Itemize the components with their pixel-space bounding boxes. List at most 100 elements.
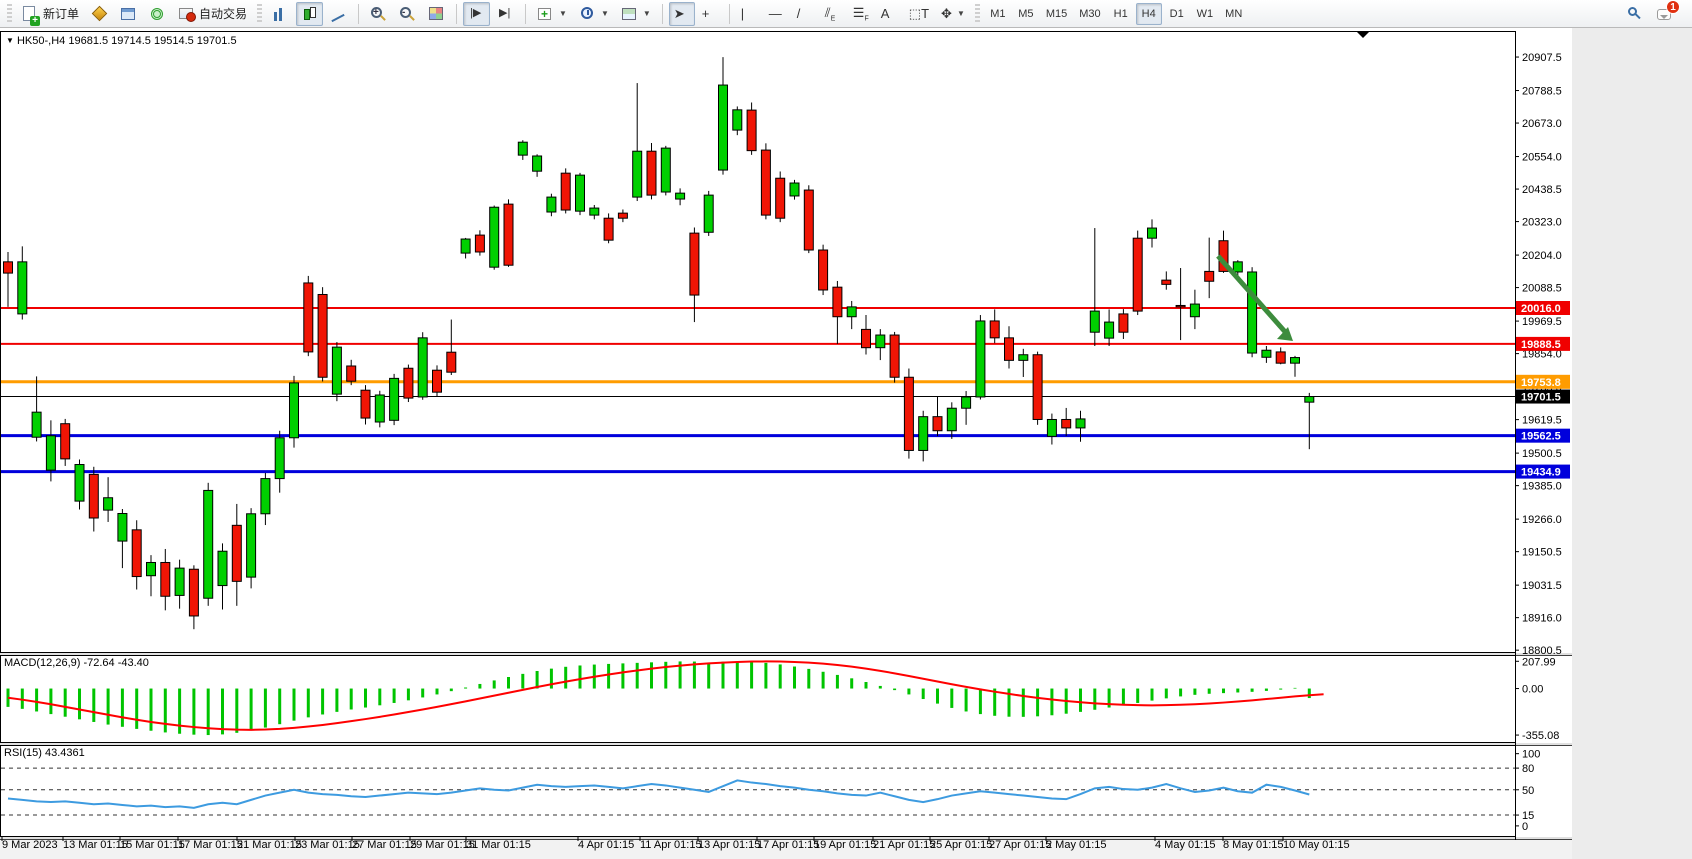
candle[interactable] [389,377,400,421]
channel-button[interactable]: ⫽E [820,2,846,26]
annotation-arrow[interactable] [1216,254,1289,336]
candle[interactable] [3,261,13,274]
candle[interactable] [1089,310,1100,333]
candle[interactable] [446,351,457,373]
pane-splitter[interactable] [0,653,1572,655]
candle[interactable] [775,177,786,219]
candle[interactable] [174,567,185,596]
timeframe-m1[interactable]: M1 [990,7,1006,20]
window-button[interactable] [115,2,142,26]
candle[interactable] [946,407,957,432]
search-button[interactable] [1622,2,1649,26]
periods-button[interactable]: ▼ [574,2,614,26]
candle[interactable] [88,473,99,519]
candle[interactable] [961,396,972,409]
candle[interactable] [532,155,543,172]
candle[interactable] [818,249,829,291]
candle[interactable] [246,513,257,578]
candle[interactable] [1261,349,1272,358]
candle[interactable] [760,149,771,216]
candle[interactable] [903,376,914,451]
candle[interactable] [1304,396,1315,403]
line-chart-button[interactable] [325,2,352,26]
candle[interactable] [131,529,142,578]
candle[interactable] [1290,357,1300,364]
timeframe-m15[interactable]: M15 [1045,7,1068,20]
gold-diamond-button[interactable] [86,2,113,26]
candle[interactable] [45,435,56,471]
candle[interactable] [117,512,128,542]
macd-scale[interactable]: 207.99 0.00 -355.08 [1515,656,1559,742]
candle[interactable] [60,423,71,460]
candle[interactable] [861,328,871,349]
time-axis-background[interactable] [0,840,1572,859]
candle[interactable] [1032,354,1043,420]
candles[interactable] [3,57,1315,630]
candle[interactable] [217,550,228,587]
candle[interactable] [975,320,986,398]
candle[interactable] [1161,279,1172,285]
candle[interactable] [1132,237,1143,312]
rsi-scale[interactable]: 100 80 50 150 [1515,749,1540,833]
candle[interactable] [617,212,628,219]
candle[interactable] [303,282,314,353]
candle[interactable] [889,334,900,378]
new-order-button[interactable]: 新订单 [17,2,84,26]
candle[interactable] [417,337,428,398]
candle[interactable] [274,437,285,480]
candle[interactable] [17,261,28,315]
notifications-button[interactable]: 1 [1651,0,1680,26]
candle[interactable] [575,174,585,212]
timeframe-mn[interactable]: MN [1225,7,1243,20]
candle[interactable] [474,234,485,253]
indicators-button[interactable]: ▼ [532,2,572,26]
candle[interactable] [1232,261,1243,273]
candle[interactable] [489,206,500,268]
candle[interactable] [432,369,442,393]
candle[interactable] [789,182,800,197]
candle[interactable] [346,365,357,382]
price-scale[interactable]: 20907.5 20788.5 20673.0 20554.0 20438.5 20323… [1515,52,1570,657]
candle[interactable] [31,411,42,438]
candle[interactable] [360,389,371,419]
timeframe-h4[interactable]: H4 [1135,2,1162,25]
candle[interactable] [689,232,700,296]
cursor-button[interactable]: ➤ [668,1,695,26]
fibonacci-button[interactable]: ☰F [848,2,874,26]
candle[interactable] [746,109,757,152]
vertical-line-button[interactable]: | [736,2,762,26]
candle[interactable] [632,150,643,198]
candle[interactable] [374,394,385,423]
candle[interactable] [560,172,571,211]
candle[interactable] [1175,304,1186,308]
chart-canvas[interactable]: 20907.5 20788.5 20673.0 20554.0 20438.5 20323… [0,28,1692,859]
pane-splitter[interactable] [0,837,1572,839]
bar-chart-button[interactable] [267,2,294,26]
candle[interactable] [675,192,686,200]
macd-pane[interactable] [6,660,1324,736]
candle[interactable] [1061,418,1072,429]
candle[interactable] [517,141,528,156]
timeframe-m30[interactable]: M30 [1079,7,1101,20]
candle[interactable] [1104,321,1115,339]
candle[interactable] [74,464,85,502]
candle[interactable] [875,334,886,349]
autoscroll-button[interactable]: |▶ [463,1,491,26]
candle[interactable] [1189,303,1200,318]
candle[interactable] [160,561,171,597]
trendline-button[interactable]: / [792,2,818,26]
candle[interactable] [989,320,1000,339]
candle[interactable] [1247,271,1258,354]
candle[interactable] [203,489,214,599]
candle[interactable] [603,217,614,241]
candle[interactable] [1046,418,1057,437]
candle[interactable] [403,367,414,399]
candle[interactable] [289,382,299,439]
pane-splitter[interactable] [0,743,1572,745]
candle[interactable] [646,150,657,196]
candle[interactable] [188,568,199,617]
timeframe-h1[interactable]: H1 [1113,7,1128,20]
signal-button[interactable] [144,2,171,26]
candle[interactable] [832,286,843,318]
